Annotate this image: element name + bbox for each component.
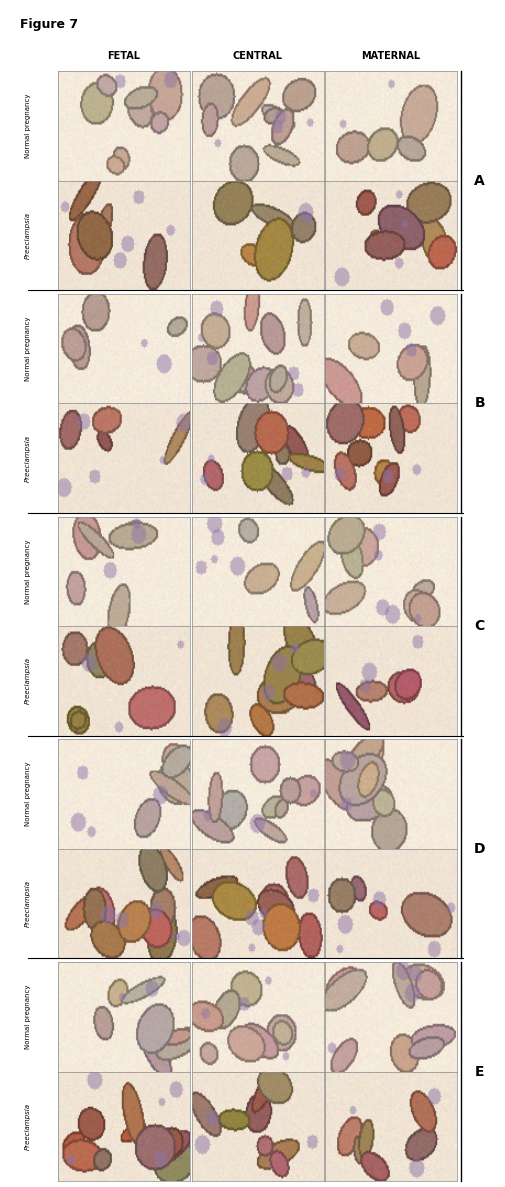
Text: MATERNAL: MATERNAL (362, 51, 421, 61)
Text: Preeclampsia: Preeclampsia (25, 434, 31, 482)
Text: Normal pregnancy: Normal pregnancy (25, 984, 31, 1049)
Text: D: D (474, 842, 485, 856)
Text: Normal pregnancy: Normal pregnancy (25, 317, 31, 381)
Text: E: E (475, 1065, 484, 1079)
Text: CENTRAL: CENTRAL (232, 51, 283, 61)
Text: Normal pregnancy: Normal pregnancy (25, 539, 31, 604)
Text: Preeclampsia: Preeclampsia (25, 212, 31, 259)
Text: FETAL: FETAL (108, 51, 140, 61)
Text: C: C (475, 620, 485, 633)
Text: B: B (474, 396, 485, 411)
Text: Preeclampsia: Preeclampsia (25, 880, 31, 927)
Text: Normal pregnancy: Normal pregnancy (25, 94, 31, 158)
Text: A: A (474, 173, 485, 188)
Text: Preeclampsia: Preeclampsia (25, 1103, 31, 1150)
Text: Figure 7: Figure 7 (20, 18, 78, 31)
Text: Normal pregnancy: Normal pregnancy (25, 762, 31, 826)
Text: Preeclampsia: Preeclampsia (25, 658, 31, 704)
